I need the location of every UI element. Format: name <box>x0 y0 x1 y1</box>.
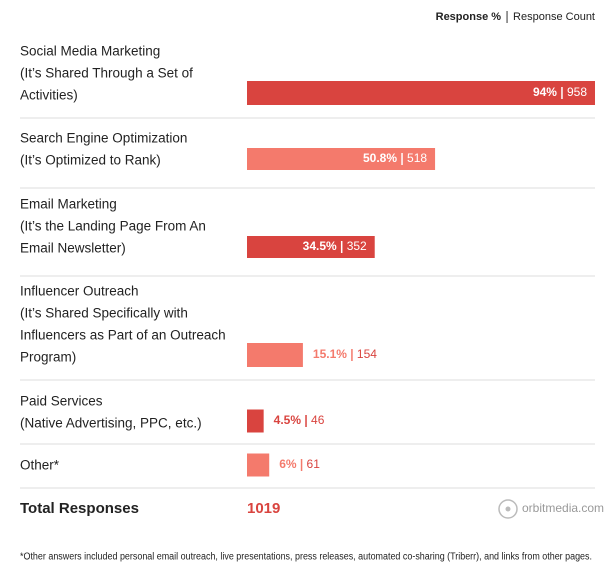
category-label: Program) <box>20 350 76 365</box>
category-label: (It’s Shared Through a Set of <box>20 66 193 81</box>
category-label: Email Newsletter) <box>20 241 126 256</box>
category-label: (Native Advertising, PPC, etc.) <box>20 416 202 431</box>
category-label: Other* <box>20 458 60 473</box>
bar-label: 34.5% 352 <box>303 239 367 253</box>
value-label: 4.5% <box>274 413 302 427</box>
footnote: *Other answers included personal email o… <box>20 552 592 563</box>
legend-item: Response Count <box>513 11 595 23</box>
bar <box>247 148 436 170</box>
bar <box>247 409 264 433</box>
value-label: 50.8% <box>363 151 397 165</box>
watermark-icon <box>498 499 518 519</box>
bar-label: 4.5% 46 <box>274 413 325 427</box>
category-label: Paid Services <box>20 394 103 409</box>
total-label: Total Responses <box>20 500 139 517</box>
bar <box>247 343 303 367</box>
value-label: 94% <box>533 85 557 99</box>
category-label: Influencer Outreach <box>20 284 139 299</box>
bar-label: 15.1% 154 <box>313 347 377 361</box>
count-label: 352 <box>347 239 367 253</box>
count-label: 518 <box>407 151 427 165</box>
category-label: Social Media Marketing <box>20 44 160 59</box>
category-label: Influencers as Part of an Outreach <box>20 328 226 343</box>
category-label: (It’s the Landing Page From An <box>20 219 206 234</box>
value-label: 34.5% <box>303 239 337 253</box>
bar-label: 6% 61 <box>279 457 320 471</box>
category-label: (It’s Shared Specifically with <box>20 306 188 321</box>
watermark-dot <box>505 506 511 512</box>
count-label: 154 <box>357 347 377 361</box>
bar-label: 94% 958 <box>533 85 587 99</box>
bar-label: 50.8% 518 <box>363 151 427 165</box>
count-label: 61 <box>307 457 321 471</box>
category-label: Activities) <box>20 88 78 103</box>
legend: Response % Response Count <box>436 11 595 23</box>
count-label: 46 <box>311 413 325 427</box>
bar <box>247 453 270 477</box>
bar <box>247 236 375 258</box>
watermark: orbitmedia.com <box>498 499 604 519</box>
value-label: 6% <box>279 457 297 471</box>
legend-item: Response % <box>436 11 502 23</box>
bar <box>247 81 595 105</box>
watermark-text: orbitmedia.com <box>522 501 604 515</box>
category-label: (It’s Optimized to Rank) <box>20 153 161 168</box>
value-label: 15.1% <box>313 347 347 361</box>
category-label: Email Marketing <box>20 197 117 212</box>
count-label: 958 <box>567 85 587 99</box>
category-label: Search Engine Optimization <box>20 131 187 146</box>
total-value: 1019 <box>247 500 280 517</box>
